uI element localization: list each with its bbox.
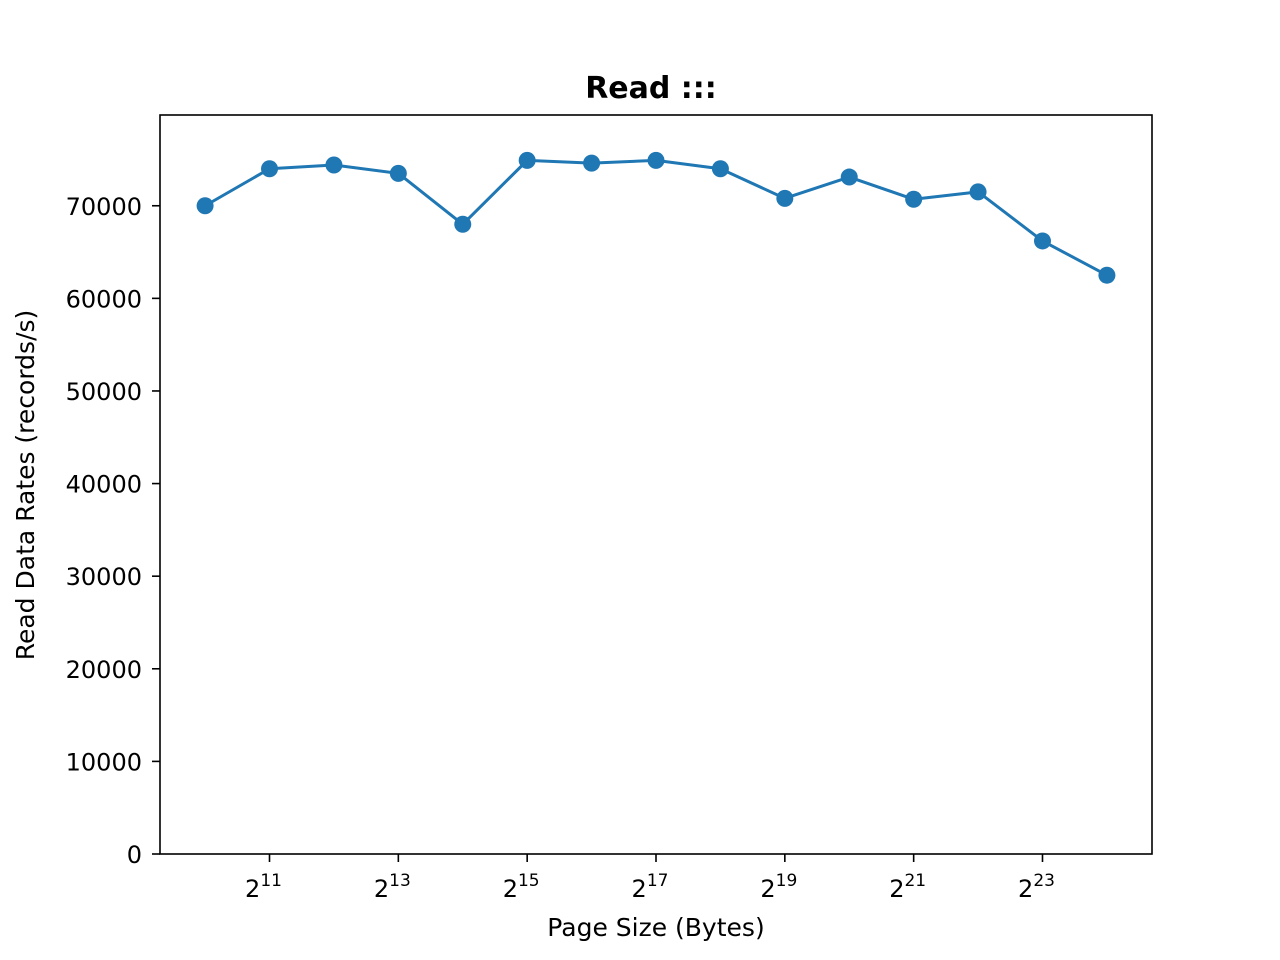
plot-area: 0 10000 20000 30000 40000 50000 60000 70000 211 2… — [66, 151, 1116, 903]
data-point — [969, 183, 987, 201]
chart-title: Read ::: — [585, 71, 717, 106]
y-tick-label: 30000 — [66, 563, 142, 591]
x-tick-label: 219 — [760, 871, 797, 903]
data-point — [389, 164, 407, 182]
y-tick-label: 70000 — [66, 193, 142, 221]
data-point — [1098, 266, 1116, 284]
y-tick-label: 0 — [127, 841, 142, 869]
data-point — [905, 190, 923, 208]
data-point — [647, 151, 665, 169]
data-point — [1033, 232, 1051, 250]
x-tick-label: 213 — [374, 871, 411, 903]
data-point — [454, 215, 472, 233]
y-tick-label: 60000 — [66, 285, 142, 313]
y-tick-label: 20000 — [66, 656, 142, 684]
y-tick-label: 40000 — [66, 471, 142, 499]
data-point — [840, 168, 858, 186]
y-tick-label: 10000 — [66, 748, 142, 776]
data-point — [325, 156, 343, 174]
plot-frame — [159, 114, 1153, 855]
x-tick-label: 211 — [245, 871, 282, 903]
data-point — [261, 160, 279, 178]
data-point — [518, 151, 536, 169]
x-tick-label: 223 — [1018, 871, 1055, 903]
y-tick-label: 50000 — [66, 378, 142, 406]
x-tick-label: 221 — [889, 871, 926, 903]
data-point — [196, 197, 214, 215]
data-point — [583, 154, 601, 172]
data-point — [711, 160, 729, 178]
x-tick-label: 215 — [503, 871, 540, 903]
x-axis-label: Page Size (Bytes) — [547, 913, 764, 942]
data-point — [776, 189, 794, 207]
y-axis-label: Read Data Rates (records/s) — [11, 310, 40, 661]
x-tick-label: 217 — [632, 871, 669, 903]
